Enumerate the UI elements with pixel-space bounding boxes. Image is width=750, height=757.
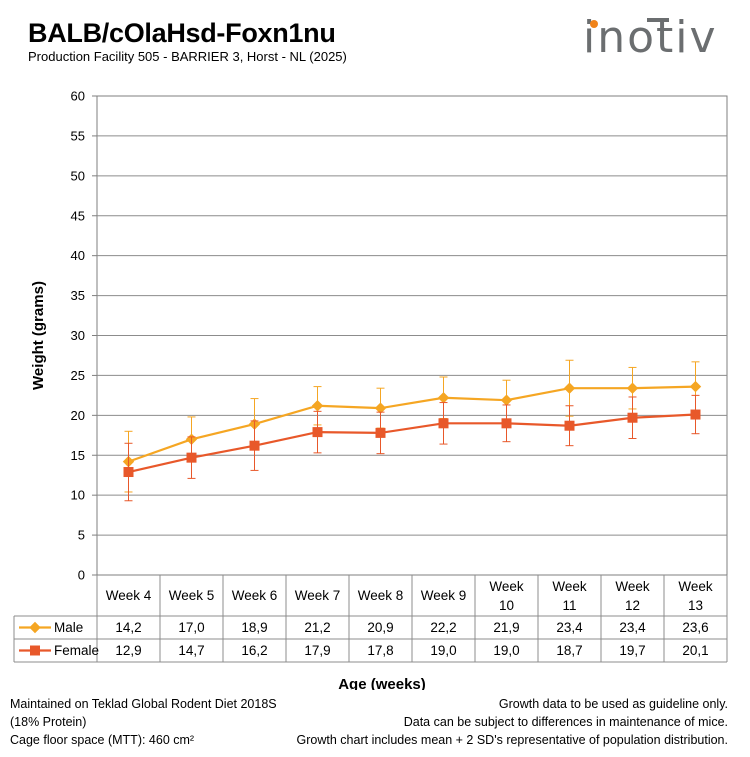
y-tick-label: 40 [71, 248, 85, 263]
female-point [186, 452, 197, 463]
y-tick-label: 10 [71, 488, 85, 503]
x-tick-label: Week 4 [106, 588, 152, 603]
female-point [564, 420, 575, 431]
x-tick-label: Week [552, 579, 587, 594]
x-tick-label: 13 [688, 598, 703, 613]
female-table-value: 20,1 [682, 643, 708, 658]
x-tick-label: Week [615, 579, 650, 594]
footer-notes-right: Growth data to be used as guideline only… [297, 695, 728, 749]
x-axis-label: Age (weeks) [338, 676, 426, 690]
female-point [123, 467, 134, 478]
x-tick-label: Week 8 [358, 588, 404, 603]
male-series-line [128, 385, 696, 463]
footer-distribution: Growth chart includes mean + 2 SD's repr… [296, 733, 728, 747]
inotiv-logo: inotiv [583, 12, 723, 64]
male-legend-marker [29, 621, 41, 634]
x-tick-label: 11 [562, 598, 576, 613]
male-table-value: 23,4 [619, 620, 646, 635]
male-legend-label: Male [54, 620, 83, 635]
x-tick-label: Week [678, 579, 713, 594]
female-table-value: 17,8 [367, 643, 393, 658]
male-table-value: 23,6 [682, 620, 708, 635]
footer-guideline: Growth data to be used as guideline only… [498, 697, 728, 711]
chart-title: BALB/cOlaHsd-Foxn1nu [28, 18, 336, 48]
footer-protein: (18% Protein) [10, 715, 87, 729]
x-tick-label: Week 5 [169, 588, 215, 603]
female-point [375, 427, 386, 438]
female-legend-label: Female [54, 643, 99, 658]
female-table-value: 14,7 [178, 643, 204, 658]
female-table-value: 12,9 [115, 643, 141, 658]
female-table-value: 19,7 [619, 643, 645, 658]
male-table-value: 23,4 [556, 620, 583, 635]
female-table-value: 18,7 [556, 643, 582, 658]
chart-subtitle: Production Facility 505 - BARRIER 3, Hor… [28, 49, 347, 64]
x-tick-label: 12 [625, 598, 640, 613]
x-tick-label: Week 6 [232, 588, 278, 603]
x-tick-label: Week [489, 579, 524, 594]
male-table-value: 17,0 [178, 620, 204, 635]
y-tick-label: 35 [71, 288, 85, 303]
logo-bar-icon [647, 18, 669, 22]
logo-dot-icon [590, 20, 598, 28]
footer-cage-space: Cage floor space (MTT): 460 cm² [10, 733, 195, 747]
male-table-value: 21,2 [304, 620, 330, 635]
male-point [626, 382, 639, 394]
female-point [501, 418, 512, 429]
male-table-value: 22,2 [430, 620, 456, 635]
female-table-value: 16,2 [241, 643, 267, 658]
male-point [563, 382, 576, 394]
male-table-value: 18,9 [241, 620, 267, 635]
y-tick-label: 15 [71, 448, 85, 463]
footer-diet: Maintained on Teklad Global Rodent Diet … [10, 697, 277, 711]
female-point [249, 440, 260, 451]
y-tick-label: 30 [71, 328, 85, 343]
y-tick-label: 0 [78, 568, 85, 583]
female-table-value: 17,9 [304, 643, 330, 658]
footer-notes-left: Maintained on Teklad Global Rodent Diet … [10, 695, 277, 749]
x-tick-label: 10 [499, 598, 514, 613]
y-tick-label: 20 [71, 408, 85, 423]
x-tick-label: Week 9 [421, 588, 467, 603]
male-table-value: 21,9 [493, 620, 519, 635]
y-tick-label: 60 [71, 89, 85, 104]
x-tick-label: Week 7 [295, 588, 341, 603]
y-axis-label: Weight (grams) [30, 281, 47, 390]
footer-maintenance: Data can be subject to differences in ma… [403, 715, 728, 729]
female-table-value: 19,0 [430, 643, 456, 658]
y-tick-label: 50 [71, 168, 85, 183]
male-table-value: 14,2 [115, 620, 141, 635]
female-legend-marker [30, 645, 40, 656]
female-point [438, 418, 449, 429]
female-point [627, 412, 638, 423]
female-point [312, 427, 323, 438]
female-table-value: 19,0 [493, 643, 519, 658]
male-point [311, 400, 324, 412]
y-tick-label: 5 [78, 528, 85, 543]
y-tick-label: 45 [71, 208, 85, 223]
male-point [689, 380, 702, 393]
weight-chart: 0 5 10 15 20 25 30 35 40 45 50 55 60 Weight (grams) We… [13, 89, 728, 690]
y-tick-label: 25 [71, 368, 85, 383]
male-table-value: 20,9 [367, 620, 393, 635]
y-tick-label: 55 [71, 128, 85, 143]
female-series-line [128, 413, 696, 474]
female-point [690, 409, 701, 420]
